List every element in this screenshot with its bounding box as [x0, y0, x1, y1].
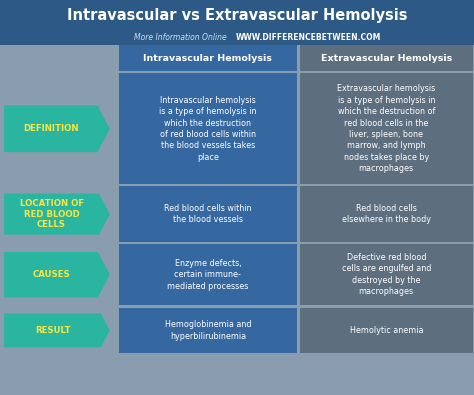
FancyBboxPatch shape	[0, 308, 474, 353]
FancyBboxPatch shape	[300, 186, 473, 242]
FancyBboxPatch shape	[119, 186, 297, 242]
FancyBboxPatch shape	[0, 186, 474, 242]
FancyBboxPatch shape	[119, 244, 297, 305]
FancyBboxPatch shape	[300, 73, 473, 184]
Text: WWW.DIFFERENCEBETWEEN.COM: WWW.DIFFERENCEBETWEEN.COM	[236, 33, 381, 42]
FancyBboxPatch shape	[0, 244, 474, 305]
Text: Red blood cells within
the blood vessels: Red blood cells within the blood vessels	[164, 204, 252, 224]
Polygon shape	[5, 253, 109, 297]
FancyBboxPatch shape	[119, 308, 297, 353]
Text: Hemoglobinemia and
hyperbilirubinemia: Hemoglobinemia and hyperbilirubinemia	[164, 320, 251, 340]
Text: Enzyme defects,
certain immune-
mediated processes: Enzyme defects, certain immune- mediated…	[167, 259, 248, 291]
Text: RESULT: RESULT	[35, 326, 70, 335]
Text: Extravascular hemolysis
is a type of hemolysis in
which the destruction of
red b: Extravascular hemolysis is a type of hem…	[337, 84, 436, 173]
FancyBboxPatch shape	[0, 73, 474, 184]
FancyBboxPatch shape	[119, 73, 297, 184]
Text: Red blood cells
elsewhere in the body: Red blood cells elsewhere in the body	[342, 204, 431, 224]
Text: DEFINITION: DEFINITION	[23, 124, 79, 133]
Polygon shape	[5, 194, 109, 234]
FancyBboxPatch shape	[0, 0, 474, 45]
Text: LOCATION OF
RED BLOOD
CELLS: LOCATION OF RED BLOOD CELLS	[19, 199, 84, 229]
Text: Intravascular Hemolysis: Intravascular Hemolysis	[144, 54, 272, 63]
FancyBboxPatch shape	[300, 308, 473, 353]
Polygon shape	[5, 106, 109, 151]
FancyBboxPatch shape	[300, 45, 473, 71]
Text: More Information Online: More Information Online	[134, 33, 227, 42]
Text: CAUSES: CAUSES	[32, 270, 70, 279]
Text: Intravascular vs Extravascular Hemolysis: Intravascular vs Extravascular Hemolysis	[67, 8, 407, 23]
Text: Extravascular Hemolysis: Extravascular Hemolysis	[321, 54, 452, 63]
FancyBboxPatch shape	[0, 45, 116, 71]
Polygon shape	[5, 314, 109, 347]
Text: Intravascular hemolysis
is a type of hemolysis in
which the destruction
of red b: Intravascular hemolysis is a type of hem…	[159, 96, 256, 162]
Text: Hemolytic anemia: Hemolytic anemia	[349, 326, 423, 335]
Text: Defective red blood
cells are engulfed and
destroyed by the
macrophages: Defective red blood cells are engulfed a…	[342, 253, 431, 296]
FancyBboxPatch shape	[119, 45, 297, 71]
FancyBboxPatch shape	[300, 244, 473, 305]
